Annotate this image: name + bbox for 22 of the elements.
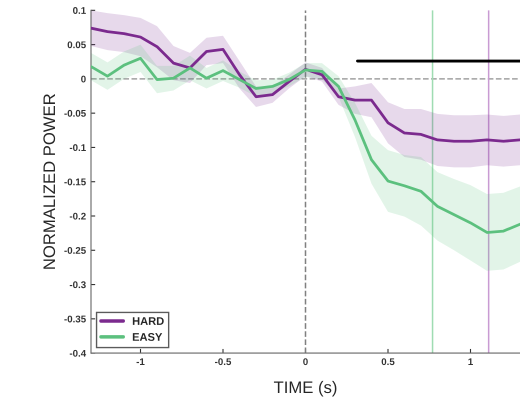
legend-label: HARD: [132, 317, 164, 325]
y-tick-label: -0.25: [64, 247, 86, 254]
y-tick-label: -0.15: [64, 178, 86, 186]
y-tick-label: 0: [81, 76, 86, 82]
line-series: [91, 56, 520, 234]
legend-label: EASY: [132, 333, 162, 341]
y-tick-label: -0.4: [70, 350, 86, 357]
x-axis-title: TIME (s): [274, 380, 336, 396]
y-tick-label: 0.1: [73, 7, 86, 14]
x-tick-label: 0: [303, 358, 308, 366]
y-tick-label: -0.05: [64, 110, 86, 117]
y-axis-title: NORMALIZED POWER: [43, 94, 56, 269]
y-tick-label: 0.05: [68, 41, 86, 48]
y-tick-label: -0.2: [70, 212, 86, 220]
y-tick-label: -0.1: [70, 144, 86, 152]
x-tick-label: 1: [468, 358, 473, 366]
line-series: [91, 26, 520, 143]
y-tick-label: -0.35: [64, 316, 86, 322]
y-tick-label: -0.3: [70, 281, 86, 288]
x-tick-label: -0.5: [215, 358, 232, 366]
x-tick-label: -1: [136, 358, 145, 366]
x-tick-label: 0.5: [382, 358, 394, 366]
